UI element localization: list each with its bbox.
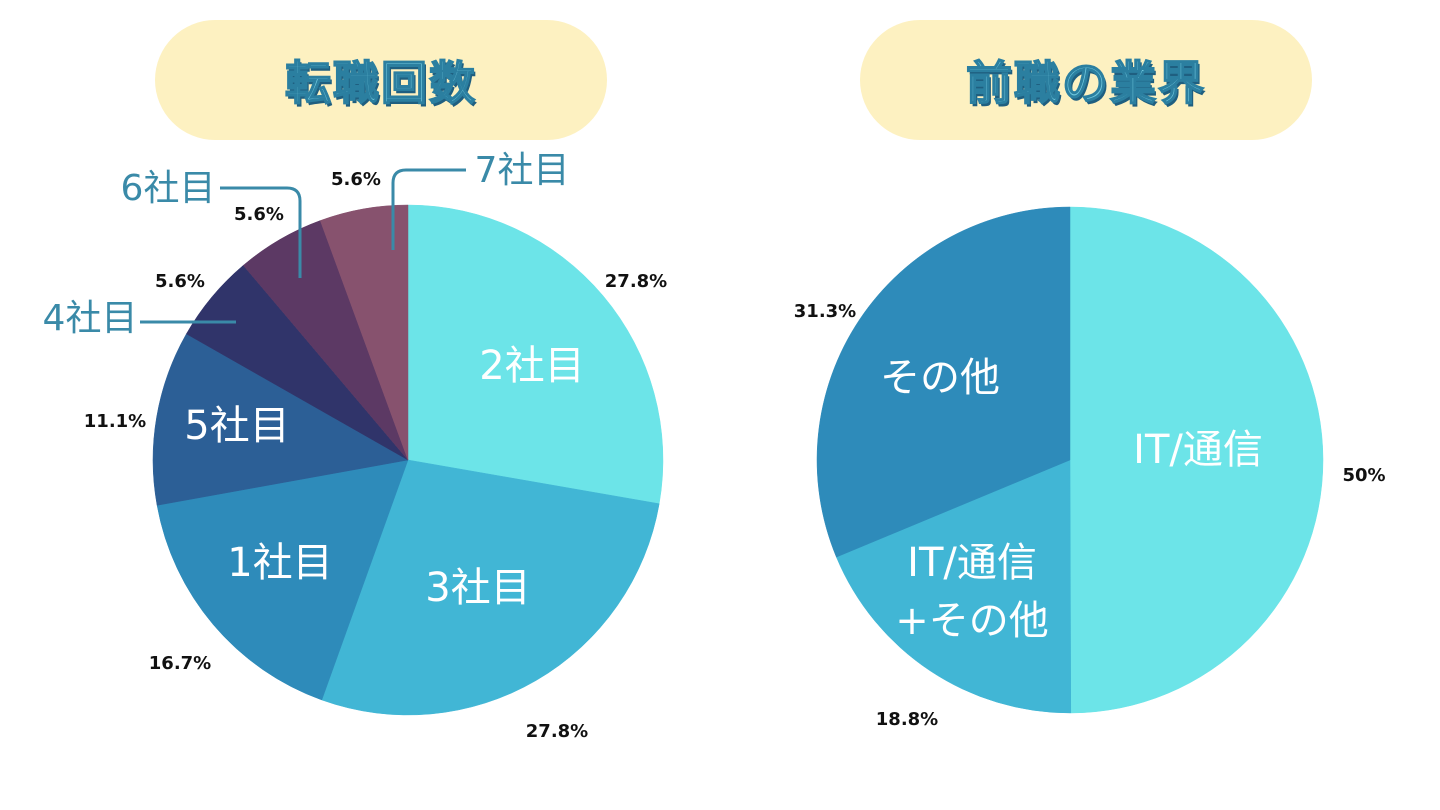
data-label-0-2: 16.7% <box>149 653 211 674</box>
data-label-1-2: 31.3% <box>794 301 856 322</box>
data-label-0-1: 27.8% <box>526 721 588 742</box>
slice-label-1-1: IT/通信 +その他 <box>895 540 1049 644</box>
pie-slice-0-2 <box>156 459 409 701</box>
data-label-1-1: 18.8% <box>876 709 938 730</box>
slice-label-line-1-1-1: +その他 <box>895 598 1049 644</box>
slice-label-0-3: 5社目 <box>184 403 289 449</box>
data-label-0-4: 5.6% <box>155 271 205 292</box>
data-label-0-5: 5.6% <box>234 204 284 225</box>
pie-slice-0-3 <box>152 333 409 506</box>
data-label-0-6: 5.6% <box>331 169 381 190</box>
slice-label-1-2: その他 <box>880 355 1000 401</box>
data-label-0-3: 11.1% <box>84 411 146 432</box>
slice-label-0-2: 1社目 <box>227 540 332 586</box>
right-chart-title-pill: 前職の業界 <box>860 20 1312 140</box>
slice-label-0-1: 3社目 <box>425 565 530 611</box>
left-chart-title: 転職回数 <box>284 55 477 111</box>
left-chart-title-pill: 転職回数 <box>155 20 607 140</box>
callout-label-0-4: 4社目 <box>43 298 138 339</box>
pie-slice-1-2 <box>816 206 1071 558</box>
pie-slice-0-0 <box>407 204 664 505</box>
callout-line-0-6 <box>391 168 466 250</box>
callout-label-0-6: 7社目 <box>475 150 570 191</box>
pie-slice-0-6 <box>319 204 409 461</box>
callout-label-0-5: 6社目 <box>121 168 216 209</box>
data-label-0-0: 27.8% <box>605 271 667 292</box>
slice-label-0-0: 2社目 <box>479 343 584 389</box>
callout-line-0-5 <box>220 186 302 278</box>
pie-slice-1-0 <box>1069 206 1324 714</box>
data-label-1-0: 50% <box>1342 465 1385 486</box>
slice-label-1-0: IT/通信 <box>1133 427 1263 473</box>
slice-label-line-1-1-0: IT/通信 <box>907 540 1037 586</box>
pie-slice-1-1 <box>836 459 1072 714</box>
right-chart-title: 前職の業界 <box>965 55 1206 111</box>
pie-slice-0-1 <box>321 459 660 716</box>
